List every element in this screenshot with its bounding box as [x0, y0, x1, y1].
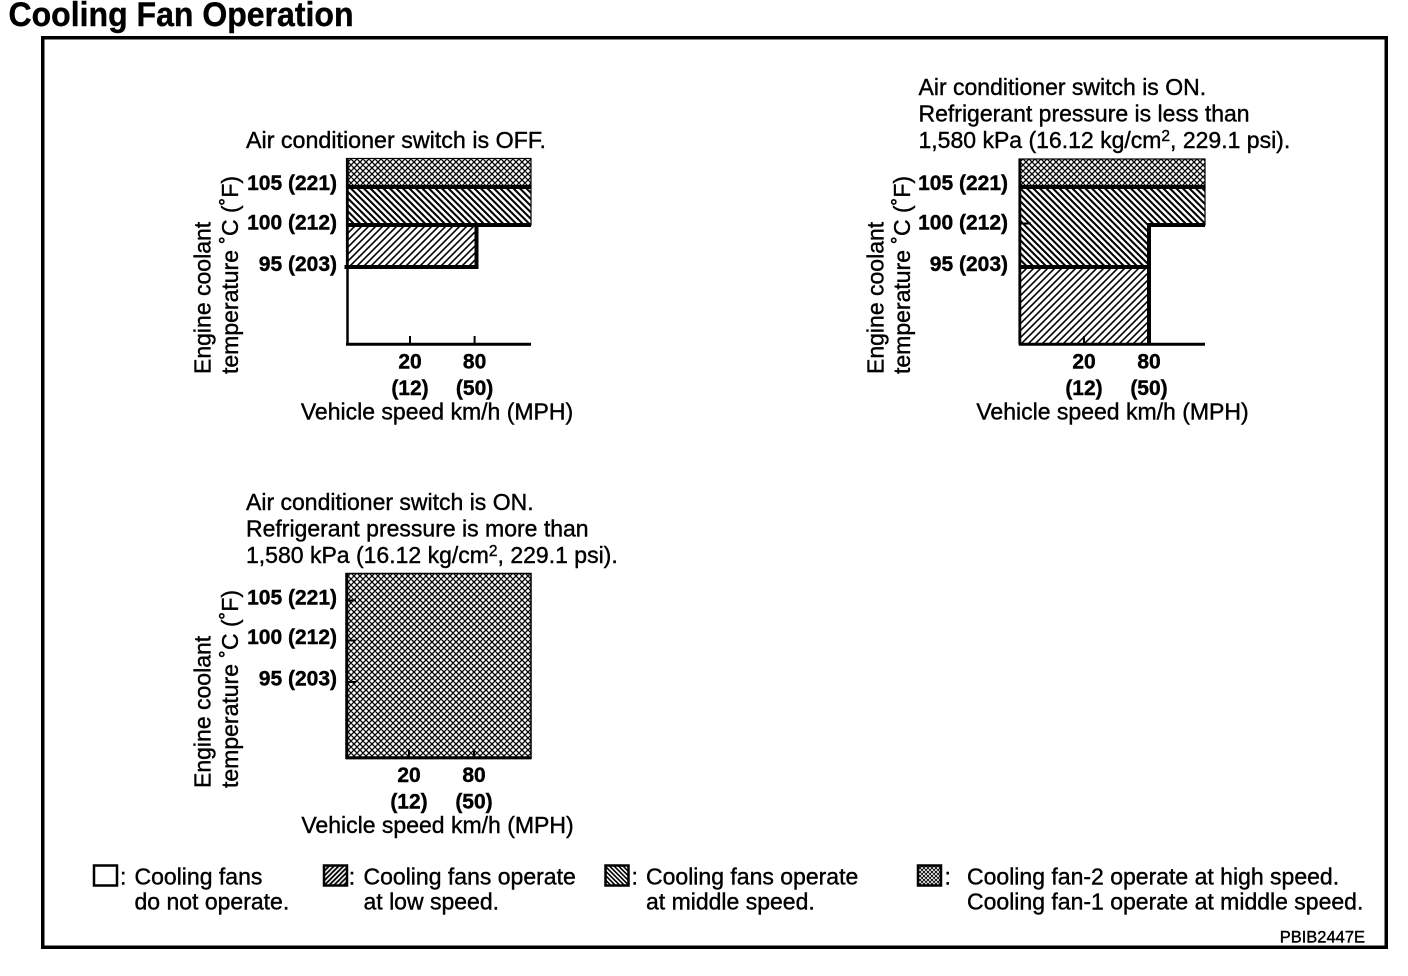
svg-text:Cooling fans operate: Cooling fans operate	[646, 864, 858, 890]
svg-text:Air conditioner switch is ON.: Air conditioner switch is ON.	[919, 74, 1207, 100]
svg-text:(12): (12)	[390, 791, 427, 814]
svg-text:(50): (50)	[455, 791, 492, 814]
svg-text:Refrigerant pressure is more t: Refrigerant pressure is more than	[246, 516, 589, 542]
svg-text:do not operate.: do not operate.	[135, 889, 290, 915]
svg-text:20: 20	[1072, 351, 1095, 374]
svg-text::: :	[349, 864, 355, 890]
svg-text:Engine coolant: Engine coolant	[190, 221, 216, 374]
svg-text:(12): (12)	[1065, 377, 1102, 400]
svg-text:Vehicle speed km/h (MPH): Vehicle speed km/h (MPH)	[976, 399, 1248, 425]
svg-text:(50): (50)	[456, 377, 493, 400]
svg-text:Refrigerant pressure is less t: Refrigerant pressure is less than	[919, 101, 1250, 127]
svg-text:Engine coolant: Engine coolant	[863, 221, 889, 374]
svg-text:1,580 kPa (16.12 kg/cm2, 229.1: 1,580 kPa (16.12 kg/cm2, 229.1 psi).	[246, 542, 618, 568]
svg-text:Cooling fans operate: Cooling fans operate	[364, 864, 576, 890]
svg-text:temperature ˚C (˚F): temperature ˚C (˚F)	[889, 176, 915, 374]
svg-text:95 (203): 95 (203)	[259, 253, 337, 276]
svg-text:Vehicle speed km/h (MPH): Vehicle speed km/h (MPH)	[301, 812, 573, 838]
svg-text:Cooling fan-1 operate at middl: Cooling fan-1 operate at middle speed.	[967, 889, 1363, 915]
svg-text:Air conditioner switch is ON.: Air conditioner switch is ON.	[246, 489, 534, 515]
svg-text::: :	[120, 864, 126, 890]
svg-text:(50): (50)	[1130, 377, 1167, 400]
svg-text:Vehicle speed km/h (MPH): Vehicle speed km/h (MPH)	[301, 399, 573, 425]
svg-text:Cooling fans: Cooling fans	[135, 864, 263, 890]
svg-text::: :	[632, 864, 638, 890]
svg-text:80: 80	[462, 764, 485, 787]
svg-text:Engine coolant: Engine coolant	[190, 635, 216, 788]
svg-text::: :	[945, 864, 951, 890]
svg-text:95 (203): 95 (203)	[259, 668, 337, 691]
svg-text:Cooling Fan Operation: Cooling Fan Operation	[9, 0, 354, 34]
svg-text:80: 80	[1137, 351, 1160, 374]
svg-text:100 (212): 100 (212)	[247, 626, 337, 649]
svg-text:1,580 kPa (16.12 kg/cm2, 229.1: 1,580 kPa (16.12 kg/cm2, 229.1 psi).	[919, 127, 1291, 153]
svg-text:(12): (12)	[391, 377, 428, 400]
svg-text:20: 20	[397, 764, 420, 787]
svg-text:temperature ˚C (˚F): temperature ˚C (˚F)	[217, 590, 243, 788]
svg-text:PBIB2447E: PBIB2447E	[1280, 929, 1365, 947]
svg-text:95 (203): 95 (203)	[930, 253, 1008, 276]
svg-text:80: 80	[463, 351, 486, 374]
svg-text:105 (221): 105 (221)	[247, 172, 337, 195]
svg-text:100 (212): 100 (212)	[918, 212, 1008, 235]
svg-text:105 (221): 105 (221)	[247, 587, 337, 610]
svg-text:at low speed.: at low speed.	[364, 889, 500, 915]
svg-text:20: 20	[398, 351, 421, 374]
svg-text:Air conditioner switch is OFF.: Air conditioner switch is OFF.	[246, 127, 546, 153]
svg-text:100 (212): 100 (212)	[247, 212, 337, 235]
svg-text:at middle speed.: at middle speed.	[646, 889, 815, 915]
svg-text:105 (221): 105 (221)	[918, 172, 1008, 195]
svg-text:temperature ˚C (˚F): temperature ˚C (˚F)	[217, 176, 243, 374]
svg-text:Cooling fan-2 operate at high: Cooling fan-2 operate at high speed.	[967, 864, 1339, 890]
